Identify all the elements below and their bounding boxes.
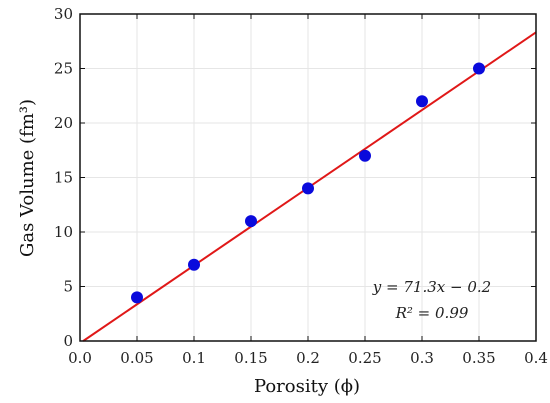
y-tick-label: 5 <box>63 278 73 296</box>
x-tick-label: 0.35 <box>462 349 495 367</box>
r-squared-annotation: R² = 0.99 <box>395 304 469 322</box>
data-point <box>131 291 143 304</box>
x-axis-label: Porosity (ϕ) <box>254 376 360 397</box>
y-tick-labels: 0 5 10 15 20 25 30 <box>54 5 73 350</box>
equation-annotation: y = 71.3x − 0.2 <box>372 278 491 296</box>
data-point <box>359 149 371 162</box>
y-tick-label: 0 <box>63 332 73 350</box>
y-tick-label: 10 <box>54 223 73 241</box>
x-tick-label: 0.25 <box>348 349 381 367</box>
x-tick-label: 0.1 <box>182 349 206 367</box>
data-point <box>302 182 314 195</box>
y-tick-label: 30 <box>54 5 73 23</box>
data-point <box>245 215 257 228</box>
data-point <box>188 258 200 271</box>
x-tick-labels: 0.0 0.05 0.1 0.15 0.2 0.25 0.3 0.35 0.4 <box>68 349 548 367</box>
grid-lines <box>79 13 537 342</box>
data-point <box>416 95 428 108</box>
y-tick-label: 25 <box>54 60 73 78</box>
x-tick-label: 0.3 <box>410 349 434 367</box>
y-axis-label: Gas Volume (fm³) <box>17 99 38 257</box>
x-tick-label: 0.15 <box>234 349 267 367</box>
y-tick-label: 15 <box>54 169 73 187</box>
data-point <box>473 62 485 75</box>
x-tick-label: 0.0 <box>68 349 92 367</box>
axis-ticks <box>79 13 537 342</box>
y-tick-label: 20 <box>54 114 73 132</box>
x-tick-label: 0.2 <box>296 349 320 367</box>
x-tick-label: 0.4 <box>524 349 548 367</box>
x-tick-label: 0.05 <box>120 349 153 367</box>
data-points <box>131 62 485 304</box>
